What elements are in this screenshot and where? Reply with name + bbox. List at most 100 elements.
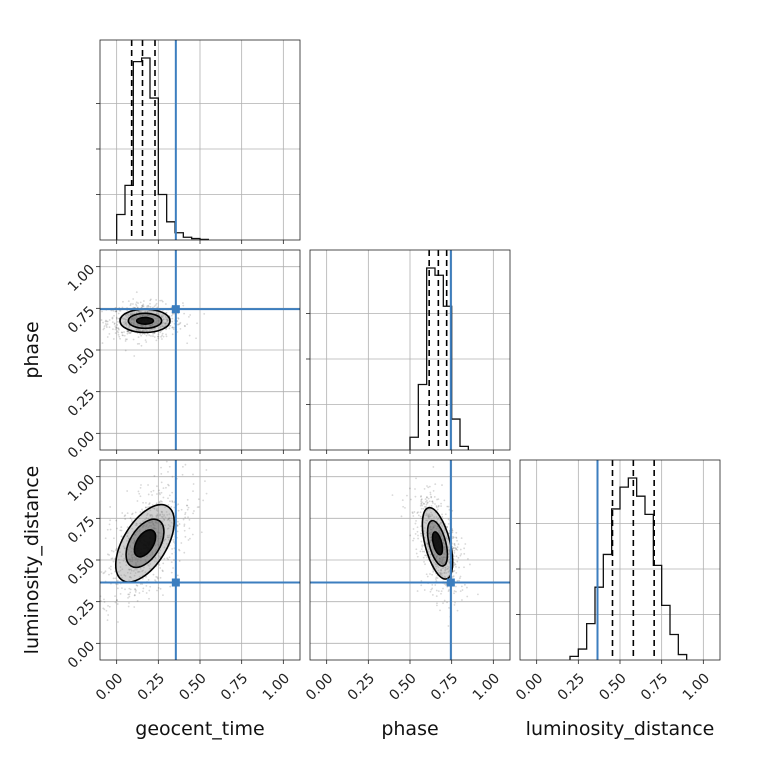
sample-point [134,561,137,564]
sample-point [432,570,435,573]
sample-point [186,508,189,511]
sample-point [121,334,124,337]
sample-point [154,557,157,559]
panel-frame-luminosity_distance [519,459,721,661]
sample-point [156,485,158,488]
sample-point [160,500,162,502]
sample-point [151,323,154,326]
sample-point [165,460,168,463]
sample-point [116,317,118,320]
sample-point [117,312,120,315]
sample-point [434,503,436,505]
sample-point [426,502,429,505]
sample-point [162,594,164,597]
sample-point [161,325,164,328]
sample-point [124,518,127,521]
sample-point [139,324,142,327]
sample-point [148,521,151,524]
sample-point [128,332,131,334]
sample-point [442,556,445,559]
sample-point [440,521,442,524]
panel-2d-phase-luminosity_distance [309,459,511,664]
panel-2d-geocent_time-phase [96,249,301,454]
sample-point [132,338,135,341]
sample-point [125,314,128,317]
sample-point [440,572,442,574]
sample-point [446,565,449,568]
sample-point [152,523,155,526]
sample-point [182,518,185,521]
sample-point [426,519,428,522]
sample-point [419,550,422,553]
sample-point [426,575,429,578]
sample-point [132,318,134,321]
sample-point [113,323,116,325]
sample-point [129,517,132,519]
sample-point [116,587,119,590]
sample-point [446,526,448,529]
sample-point [453,549,456,552]
sample-point [114,601,117,604]
sample-point [115,326,118,329]
sample-point [430,522,432,525]
sample-point [166,528,169,530]
hist-bar-phase-1 [418,384,426,450]
sample-point [448,548,451,551]
sample-point [151,315,154,318]
sample-point [453,561,456,564]
sample-point [412,515,415,517]
sample-point [172,538,175,541]
hist-bar-phase-3 [435,275,443,450]
sample-point [125,323,128,326]
sample-point [420,498,423,500]
sample-point [134,564,137,567]
sample-point [155,299,158,301]
sample-point [106,528,109,531]
sample-point [437,569,440,572]
sample-point [158,500,161,503]
sample-point [429,541,431,543]
sample-point [139,511,142,513]
sample-point [106,323,109,326]
sample-point [444,548,446,551]
sample-point [156,312,159,315]
sample-point [443,545,446,548]
sample-point [453,543,456,546]
sample-point [192,473,194,476]
sample-point [178,560,181,562]
sample-point [130,518,133,521]
sample-point [184,513,186,516]
sample-point [114,326,117,329]
sample-point [129,313,132,316]
sample-point [416,590,419,592]
sample-point [430,496,433,499]
sample-point [131,558,134,561]
sample-point [176,331,179,333]
sample-point [183,525,186,527]
sample-point [106,320,109,323]
sample-point [148,521,150,524]
contour-line-1 [426,519,449,567]
sample-point [124,588,126,591]
sample-point [155,317,158,320]
sample-point [410,498,412,501]
sample-point [193,510,195,512]
sample-point [159,541,162,544]
truth-point [171,578,180,587]
sample-point [429,528,432,531]
sample-point [139,315,142,318]
sample-point [431,528,434,530]
sample-point [441,567,444,570]
sample-point [133,311,136,313]
sample-point [431,573,434,576]
sample-point [137,310,140,313]
sample-point [135,329,138,331]
sample-point [416,530,419,533]
y-tick-label: 0.00 [65,638,98,671]
sample-point [139,495,142,498]
sample-point [443,552,446,555]
sample-point [149,521,152,524]
sample-point [134,572,137,574]
sample-point [151,514,153,516]
sample-point [172,567,174,569]
